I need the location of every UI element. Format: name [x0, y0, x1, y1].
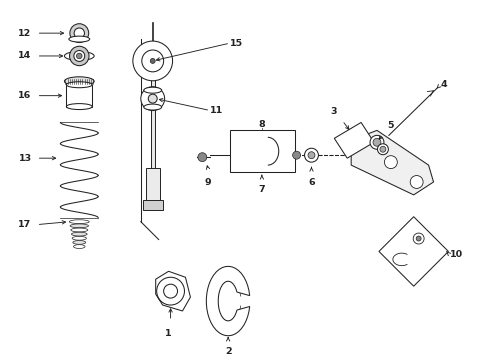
Text: 1: 1 [165, 329, 172, 338]
Text: 4: 4 [441, 80, 447, 89]
Text: 7: 7 [259, 185, 265, 194]
Circle shape [377, 144, 389, 155]
Polygon shape [156, 271, 191, 311]
Polygon shape [379, 217, 448, 286]
Ellipse shape [66, 104, 92, 109]
Ellipse shape [73, 240, 86, 244]
Ellipse shape [144, 87, 162, 93]
Circle shape [133, 41, 172, 81]
Text: 13: 13 [19, 154, 32, 163]
Ellipse shape [71, 228, 88, 232]
Circle shape [76, 53, 82, 59]
Bar [143, 200, 163, 210]
Circle shape [70, 46, 89, 66]
Ellipse shape [66, 82, 92, 88]
Text: 11: 11 [210, 106, 223, 115]
Circle shape [164, 284, 177, 298]
Text: 3: 3 [331, 108, 337, 117]
Ellipse shape [74, 245, 85, 248]
Ellipse shape [144, 104, 162, 110]
Circle shape [198, 153, 207, 162]
Circle shape [74, 50, 85, 62]
Ellipse shape [72, 237, 86, 240]
Text: 9: 9 [205, 178, 212, 187]
Circle shape [150, 58, 155, 63]
Ellipse shape [69, 36, 90, 42]
Text: 2: 2 [225, 347, 231, 356]
Circle shape [373, 138, 381, 146]
Circle shape [410, 176, 423, 188]
Bar [230, 130, 294, 172]
Ellipse shape [72, 232, 87, 236]
Circle shape [305, 148, 318, 162]
Text: 10: 10 [450, 250, 464, 259]
Polygon shape [334, 122, 374, 158]
Circle shape [70, 24, 89, 42]
Ellipse shape [64, 77, 94, 86]
Text: 12: 12 [19, 29, 32, 38]
Circle shape [385, 156, 397, 168]
Circle shape [142, 50, 164, 72]
Circle shape [416, 236, 421, 241]
Circle shape [157, 277, 184, 305]
Bar [151, 54, 155, 208]
Ellipse shape [70, 220, 89, 224]
Text: 8: 8 [259, 120, 265, 129]
Circle shape [293, 151, 300, 159]
Circle shape [164, 284, 177, 298]
Circle shape [380, 146, 386, 152]
Text: 15: 15 [230, 39, 243, 48]
Bar [66, 85, 92, 107]
Circle shape [413, 233, 424, 244]
Ellipse shape [70, 224, 89, 228]
Text: 6: 6 [308, 178, 315, 187]
Circle shape [141, 87, 165, 111]
Text: 16: 16 [19, 91, 32, 100]
Polygon shape [351, 130, 434, 195]
Text: 5: 5 [387, 121, 393, 130]
Ellipse shape [64, 51, 94, 60]
Circle shape [148, 94, 157, 103]
Text: 17: 17 [19, 220, 32, 229]
Circle shape [370, 135, 384, 149]
Circle shape [308, 152, 315, 159]
Text: 14: 14 [19, 51, 32, 60]
Circle shape [306, 151, 314, 159]
Polygon shape [206, 266, 250, 336]
Circle shape [74, 28, 84, 38]
Circle shape [372, 150, 382, 160]
Bar [146, 168, 160, 208]
